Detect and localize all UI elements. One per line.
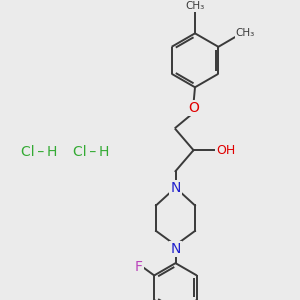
- Text: OH: OH: [216, 144, 235, 157]
- Text: Cl – H: Cl – H: [73, 145, 110, 159]
- Text: Cl – H: Cl – H: [21, 145, 57, 159]
- Text: CH₃: CH₃: [236, 28, 255, 38]
- Text: O: O: [188, 101, 199, 115]
- Text: N: N: [170, 181, 181, 195]
- Text: N: N: [170, 242, 181, 256]
- Text: F: F: [134, 260, 142, 274]
- Text: CH₃: CH₃: [185, 2, 205, 11]
